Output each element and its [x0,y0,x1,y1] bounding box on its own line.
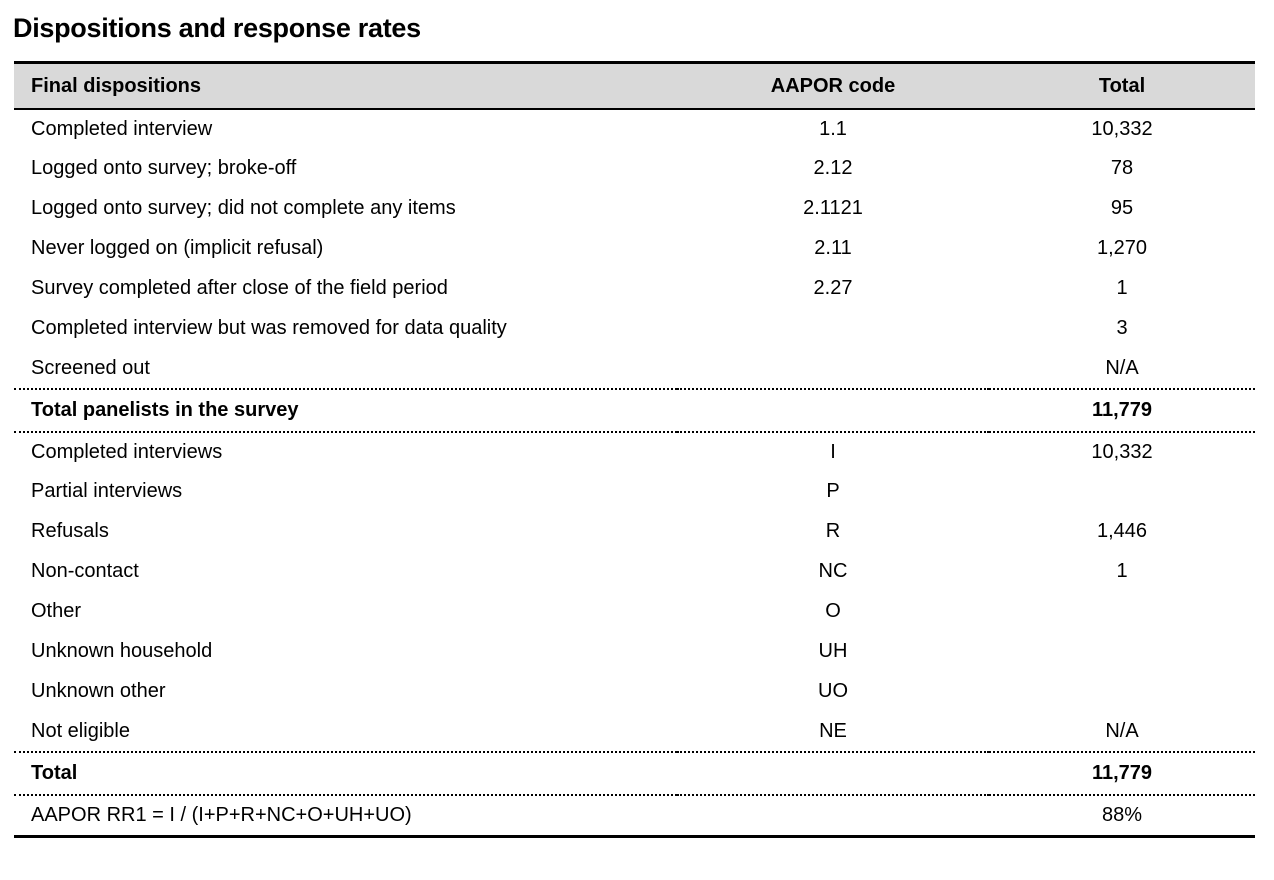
aapor-code-cell: R [825,520,841,543]
row-label-cell: AAPOR RR1 = I / (I+P+R+NC+O+UH+UO) [14,793,677,837]
aapor-code-cell: I [830,440,836,463]
aapor-code-cell: 2.12 [813,157,853,180]
table-row: Unknown household UH [14,632,1255,672]
total-cell: 1,446 [1096,520,1148,543]
header-total: Total [989,62,1255,110]
table-row: Logged onto survey; broke-off 2.12 78 [14,149,1255,189]
row-label-cell: Other [31,600,82,623]
table-row: AAPOR RR1 = I / (I+P+R+NC+O+UH+UO) 88% [14,793,1255,837]
dispositions-table: Final dispositions AAPOR code Total Comp… [14,61,1255,839]
total-cell: 88% [989,793,1255,837]
row-label-cell: Completed interview but was removed for … [31,317,507,340]
total-cell: 10,332 [1091,440,1153,463]
row-label-cell: Refusals [31,520,109,543]
row-label-cell: Not eligible [31,719,130,742]
aapor-code-cell: P [826,480,840,503]
total-cell: 1,270 [1096,237,1148,260]
aapor-code-cell [677,309,989,349]
total-cell: 1 [1116,277,1128,300]
table-row: Never logged on (implicit refusal) 2.11 1,… [14,229,1255,269]
aapor-code-cell [677,349,989,389]
aapor-code-cell: O [825,600,841,623]
row-label-cell: Completed interviews [31,440,223,463]
total-cell [989,672,1255,712]
table-header: Final dispositions AAPOR code Total [14,62,1255,110]
table-row: Total panelists in the survey 11,779 [14,387,1255,433]
total-cell [989,472,1255,512]
total-cell: 78 [1110,157,1134,180]
table-row: Survey completed after close of the fiel… [14,269,1255,309]
row-label-cell: Logged onto survey; broke-off [31,157,297,180]
total-cell: 10,332 [1091,117,1153,140]
row-label-cell: Total [14,750,677,796]
table-body: Completed interview 1.1 10,332 Logged onto … [14,109,1255,837]
aapor-code-cell: 2.27 [813,277,853,300]
row-label-cell: Screened out [31,356,150,379]
table-row: Screened out N/A [14,349,1255,389]
total-cell: 95 [1110,197,1134,220]
total-cell: 1 [1116,560,1128,583]
aapor-code-cell [677,750,989,796]
table-row: Unknown other UO [14,672,1255,712]
row-label-cell: Completed interview [31,117,213,140]
total-cell [989,592,1255,632]
header-final-dispositions: Final dispositions [14,62,677,110]
total-cell: 3 [1116,317,1128,340]
aapor-code-cell: NC [818,560,848,583]
aapor-code-cell: 2.11 [814,237,852,260]
total-cell [989,632,1255,672]
row-label-cell: Unknown other [31,680,166,703]
row-label-cell: Non-contact [31,560,139,583]
table-row: Non-contact NC 1 [14,552,1255,592]
aapor-code-cell: UH [818,640,848,663]
aapor-code-cell: 1.1 [819,117,847,140]
row-label-cell: Never logged on (implicit refusal) [31,237,324,260]
row-label-cell: Logged onto survey; did not complete any… [31,197,456,220]
page-title: Dispositions and response rates [13,13,421,43]
table-row: Partial interviews P [14,472,1255,512]
total-cell: N/A [1105,719,1139,742]
table-row: Completed interview 1.1 10,332 [14,109,1255,149]
table-row: Completed interview but was removed for … [14,309,1255,349]
aapor-code-cell [677,793,989,837]
total-cell: 11,779 [989,387,1255,433]
table-row: Logged onto survey; did not complete any… [14,189,1255,229]
row-label-cell: Unknown household [31,640,213,663]
table-row: Total 11,779 [14,750,1255,796]
total-cell: 11,779 [989,750,1255,796]
aapor-code-cell: NE [819,719,847,742]
aapor-code-cell: UO [818,680,848,703]
aapor-code-cell [677,387,989,433]
row-label-cell: Total panelists in the survey [14,387,677,433]
table-row: Other O [14,592,1255,632]
table-row: Not eligible NE N/A [14,712,1255,752]
table-row: Completed interviews I 10,332 [14,432,1255,472]
aapor-code-cell: 2.1121 [803,197,863,220]
header-row: Final dispositions AAPOR code Total [14,62,1255,110]
table-row: Refusals R 1,446 [14,512,1255,552]
row-label-cell: Survey completed after close of the fiel… [31,277,448,300]
total-cell: N/A [1105,356,1139,379]
header-aapor-code: AAPOR code [677,62,989,110]
row-label-cell: Partial interviews [31,480,183,503]
